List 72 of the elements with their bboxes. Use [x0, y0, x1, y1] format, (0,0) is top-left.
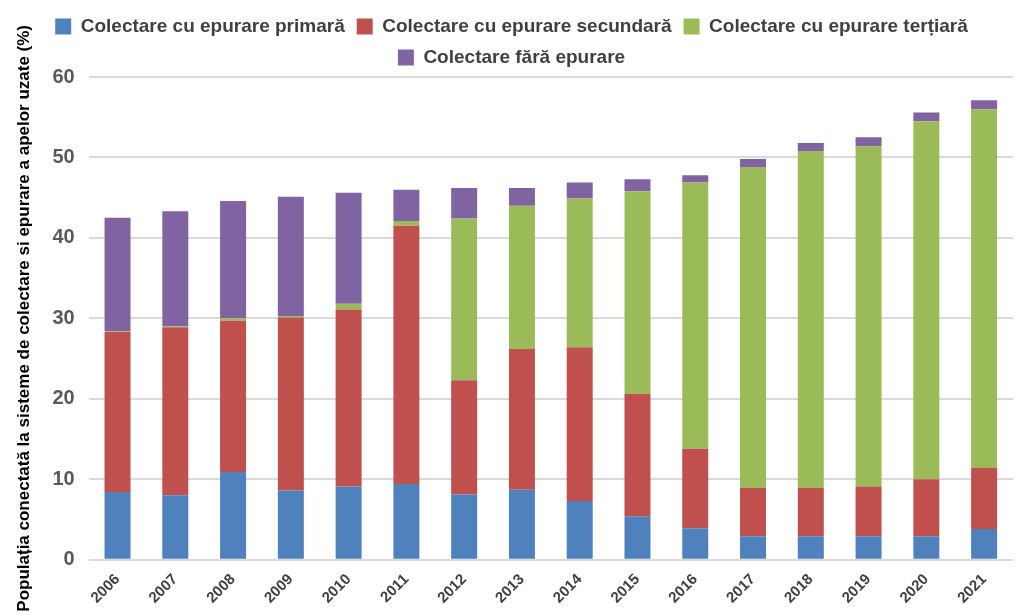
bar: [740, 167, 767, 489]
legend-label: Colectare cu epurare terțiară: [709, 14, 969, 36]
bar: [624, 393, 651, 517]
bar: [162, 327, 189, 496]
legend-label: Colectare fără epurare: [423, 45, 626, 67]
bar: [971, 109, 998, 468]
bar: [220, 200, 247, 319]
bar: [508, 188, 535, 206]
bar: [740, 159, 767, 168]
bar: [682, 448, 709, 529]
legend-label: Colectare cu epurare secundară: [382, 14, 672, 36]
bar: [913, 479, 940, 537]
bar: [277, 196, 304, 316]
bar: [104, 492, 131, 559]
legend-label: Colectare cu epurare primară: [80, 14, 346, 36]
bar: [566, 198, 593, 348]
bar: [913, 536, 940, 559]
bar: [682, 182, 709, 449]
bar: [335, 486, 362, 559]
bar: [682, 175, 709, 183]
bar: [566, 347, 593, 501]
bar: [451, 380, 478, 495]
bar: [797, 142, 824, 152]
bar: [855, 137, 882, 147]
bar: [335, 192, 362, 304]
bar: [797, 488, 824, 537]
bar: [624, 516, 651, 559]
bar: [104, 332, 131, 493]
bar: [682, 528, 709, 559]
bar: [508, 205, 535, 349]
bar: [855, 536, 882, 559]
bar: [335, 309, 362, 487]
bar: [913, 112, 940, 122]
bar: [451, 494, 478, 559]
y-tick-label: 50: [52, 144, 75, 167]
bar: [740, 488, 767, 537]
bar: [624, 179, 651, 192]
bar: [624, 191, 651, 394]
bar: [393, 189, 420, 221]
bar: [797, 536, 824, 559]
bar: [162, 211, 189, 327]
y-tick-label: 0: [63, 547, 75, 570]
bar: [971, 100, 998, 110]
y-tick-label: 30: [52, 305, 75, 328]
bar: [451, 218, 478, 381]
bar: [566, 500, 593, 559]
bar: [566, 182, 593, 199]
bar: [220, 320, 247, 472]
bar: [740, 536, 767, 559]
bar: [971, 467, 998, 530]
bar: [104, 217, 131, 332]
bar: [797, 151, 824, 489]
bar: [855, 486, 882, 537]
y-tick-label: 40: [52, 225, 75, 248]
bar: [393, 484, 420, 559]
bar: [220, 471, 247, 559]
bar: [393, 225, 420, 485]
y-tick-label: 60: [52, 64, 75, 87]
y-axis-title: Populația conectată la sisteme de colectare si epurare a apelor uzate (%): [13, 24, 33, 612]
bar: [451, 188, 478, 219]
y-tick-label: 10: [52, 466, 75, 489]
bar: [277, 317, 304, 491]
bar: [277, 490, 304, 559]
bar: [855, 146, 882, 487]
bar: [913, 121, 940, 480]
bar: [162, 495, 189, 559]
bar: [220, 318, 247, 321]
y-tick-label: 20: [52, 386, 75, 409]
bar: [971, 529, 998, 559]
bar: [393, 221, 420, 226]
bar: [508, 489, 535, 559]
bar: [508, 348, 535, 490]
